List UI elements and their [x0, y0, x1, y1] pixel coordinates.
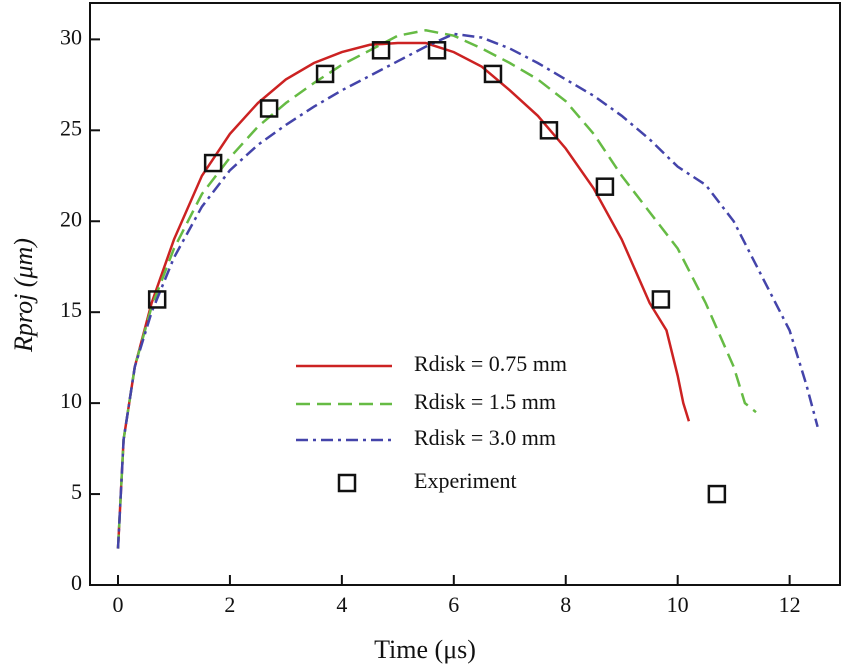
- experiment-marker: [707, 484, 727, 504]
- x-tick-label: 0: [112, 592, 123, 617]
- y-tick-label: 10: [60, 388, 82, 413]
- experiment-marker: [539, 121, 559, 140]
- legend-label: Rdisk = 3.0 mm: [414, 425, 556, 450]
- legend-label: Rdisk = 1.5 mm: [414, 389, 556, 414]
- x-tick-label: 8: [560, 592, 571, 617]
- y-tick-label: 15: [60, 297, 82, 322]
- x-axis-label: Time (μs): [374, 635, 476, 664]
- experiment-marker: [203, 153, 223, 173]
- x-tick-label: 10: [667, 592, 689, 617]
- x-tick-label: 12: [779, 592, 801, 617]
- experiment-marker: [371, 41, 391, 60]
- legend-label: Experiment: [414, 468, 517, 493]
- y-axis-label: Rproj (μm): [9, 238, 38, 353]
- x-tick-label: 4: [336, 592, 347, 617]
- series-line: [116, 29, 757, 549]
- x-tick-label: 6: [448, 592, 459, 617]
- experiment-marker: [483, 64, 503, 84]
- series-line: [116, 41, 691, 549]
- experiment-marker: [595, 177, 615, 196]
- plot-frame: [89, 2, 841, 586]
- y-tick-label: 30: [60, 24, 82, 49]
- legend-label: Rdisk = 0.75 mm: [414, 351, 567, 376]
- x-tick-label: 2: [224, 592, 235, 617]
- legend-marker: [337, 473, 357, 493]
- y-tick-label: 0: [71, 570, 82, 595]
- experiment-marker: [427, 41, 447, 60]
- experiment-marker: [147, 290, 167, 309]
- y-tick-label: 20: [60, 206, 82, 231]
- experiment-marker: [259, 99, 279, 118]
- series-line: [116, 32, 819, 549]
- experiment-marker: [315, 64, 335, 84]
- y-tick-label: 25: [60, 115, 82, 140]
- y-tick-label: 5: [71, 479, 82, 504]
- experiment-marker: [651, 290, 671, 309]
